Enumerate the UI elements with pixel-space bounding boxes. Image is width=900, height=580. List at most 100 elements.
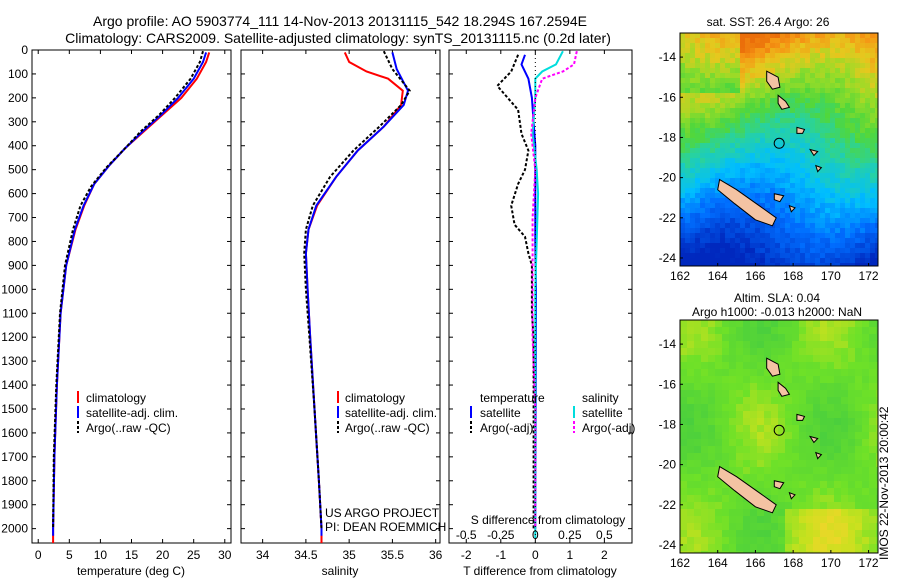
map-cell [806,362,814,370]
map-cell [825,118,831,124]
map-cell [813,432,821,440]
map-cell [799,376,807,384]
map-cell [710,168,716,174]
map-cell [815,128,821,134]
map-cell [685,93,691,99]
map-cell [715,183,721,189]
map-cell [810,183,816,189]
map-cell [875,153,878,159]
map-cell [785,213,791,219]
map-cell [815,253,821,259]
map-cell [694,362,702,370]
map-cell [875,43,878,49]
map-cell [875,158,878,164]
map-cell [764,446,772,454]
map-cell [730,53,736,59]
map-cell [869,411,877,419]
map-cell [705,48,711,54]
map-cell [860,93,866,99]
map-cell [800,213,806,219]
map-cell [695,93,701,99]
map-cell [855,68,861,74]
map-cell [862,418,870,426]
map-cell [862,362,870,370]
map-cell [700,88,706,94]
map-cell [760,48,766,54]
map-cell [745,263,751,266]
map-cell [750,253,756,259]
map-cell [764,551,772,553]
map-cell [830,233,836,239]
map-cell [850,68,856,74]
map-cell [725,63,731,69]
map-cell [865,128,871,134]
map-cell [730,243,736,249]
map-cell [860,33,866,39]
map-cell [855,228,861,234]
map-cell [855,173,861,179]
map-cell [795,73,801,79]
map-cell [795,53,801,59]
map-cell [764,439,772,447]
map-cell [755,178,761,184]
map-cell [810,113,816,119]
map-cell [700,203,706,209]
map-cell [862,523,870,531]
map-cell [860,103,866,109]
map-cell [815,93,821,99]
map-cell [743,355,751,363]
map-cell [715,248,721,254]
map-cell [685,153,691,159]
map-cell [841,390,849,398]
map-cell [750,383,758,391]
map-cell [740,213,746,219]
map-cell [745,118,751,124]
map-cell [780,258,786,264]
map-cell [785,128,791,134]
map-cell [710,183,716,189]
map-cell [743,509,751,517]
map-cell [806,418,814,426]
depth-tick-label: 1100 [2,306,28,320]
map-cell [771,544,779,552]
map-cell [841,383,849,391]
map-cell [735,168,741,174]
map-cell [820,355,828,363]
map-cell [820,58,826,64]
map-cell [743,390,751,398]
map-lat-label: -20 [659,458,677,472]
map-cell [722,355,730,363]
map-cell [865,118,871,124]
map-cell [795,263,801,266]
map-cell [780,243,786,249]
map-cell [690,118,696,124]
map-cell [722,334,730,342]
map-cell [785,362,793,370]
series-line [531,50,564,539]
map-lon-label: 162 [670,269,690,283]
map-cell [795,208,801,214]
map-cell [800,188,806,194]
map-cell [757,530,765,538]
map-cell [722,383,730,391]
map-cell [806,404,814,412]
map-cell [841,530,849,538]
legend-label-argo: Argo(..raw -QC) [345,421,430,435]
map-cell [845,103,851,109]
map-cell [869,439,877,447]
depth-tick-label: 400 [8,139,28,153]
map-cell [834,404,842,412]
x-tick-label: 34.5 [294,548,318,562]
map-cell [841,502,849,510]
map-cell [820,223,826,229]
map-cell [705,143,711,149]
sla-map-title-line2: Argo h1000: -0.013 h2000: NaN [692,305,862,319]
map-cell [680,93,686,99]
map-cell [800,233,806,239]
map-cell [815,53,821,59]
map-cell [715,425,723,433]
map-cell [855,243,861,249]
map-cell [820,238,826,244]
map-cell [830,113,836,119]
map-cell [855,108,861,114]
